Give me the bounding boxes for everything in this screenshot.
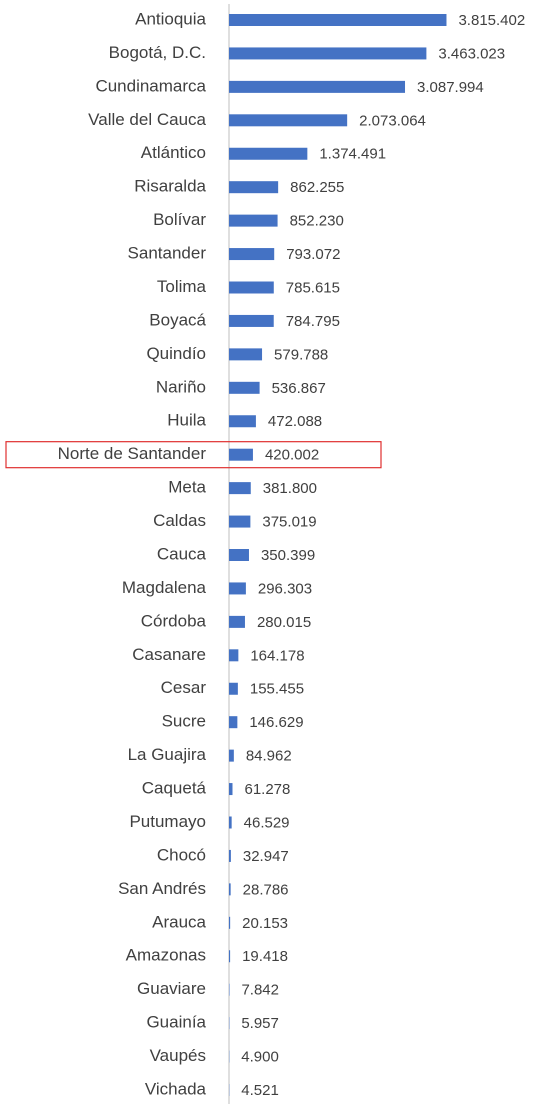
category-label: San Andrés [118,879,206,898]
bar [229,314,274,327]
category-label: Córdoba [141,611,207,630]
category-label: Casanare [132,645,206,664]
value-label: 5.957 [241,1015,279,1032]
value-label: 3.087.994 [417,79,484,96]
bar [229,281,274,294]
category-label: Meta [168,478,206,497]
category-label: Magdalena [122,578,207,597]
category-label: Antioquia [135,9,206,28]
value-label: 785.615 [286,279,340,296]
bar [229,649,239,662]
bar [229,448,253,461]
bar [229,47,427,60]
value-label: 2.073.064 [359,112,426,129]
value-label: 375.019 [262,514,316,531]
category-label: Guaviare [137,979,206,998]
category-label: Norte de Santander [58,444,207,463]
value-label: 4.900 [241,1049,279,1066]
value-label: 146.629 [249,714,303,731]
category-label: Caldas [153,511,206,530]
value-label: 32.947 [243,848,289,865]
category-label: Valle del Cauca [88,110,206,129]
bar [229,749,234,762]
category-label: Huila [167,411,206,430]
value-label: 784.795 [286,313,340,330]
bar [229,114,348,127]
category-label: Bolívar [153,210,206,229]
bar [229,80,406,93]
bar [229,147,308,160]
value-label: 4.521 [241,1082,279,1099]
bar [229,816,232,829]
category-label: Tolima [157,277,207,296]
bar [229,615,245,628]
bar [229,14,447,26]
bar [229,381,260,394]
bar [229,482,251,495]
value-label: 536.867 [272,380,326,397]
bar [229,916,231,929]
value-label: 280.015 [257,614,311,631]
bar [229,248,275,261]
bar [229,849,231,862]
value-label: 7.842 [241,982,279,999]
value-label: 3.463.023 [438,45,505,62]
category-label: Cundinamarca [95,76,206,95]
bar [229,415,256,428]
category-label: Guainía [146,1013,206,1032]
bar [229,883,231,896]
category-label: La Guajira [128,745,207,764]
value-label: 19.418 [242,948,288,965]
category-label: Sucre [162,712,206,731]
value-label: 862.255 [290,179,344,196]
bar [229,783,233,796]
category-label: Vaupés [150,1046,206,1065]
value-label: 20.153 [242,915,288,932]
bar [229,549,249,561]
bar [229,515,251,528]
category-label: Boyacá [149,310,206,329]
bar [229,348,263,361]
category-label: Putumayo [129,812,206,831]
value-label: 420.002 [265,447,319,464]
category-label: Arauca [152,912,206,931]
value-label: 46.529 [244,814,290,831]
value-label: 164.178 [250,647,304,664]
value-label: 793.072 [286,246,340,263]
bar [229,716,238,729]
bar [229,950,231,963]
category-label: Vichada [145,1079,207,1098]
category-label: Quindío [146,344,206,363]
value-label: 381.800 [263,480,317,497]
value-label: 1.374.491 [319,146,386,163]
category-label: Nariño [156,377,206,396]
category-label: Cesar [161,678,207,697]
value-label: 296.303 [258,580,312,597]
value-label: 28.786 [243,881,289,898]
category-label: Risaralda [134,177,206,196]
category-label: Atlántico [141,143,206,162]
category-label: Santander [128,244,207,263]
category-label: Caquetá [142,779,207,798]
value-label: 155.455 [250,681,304,698]
bar [229,214,278,227]
category-label: Bogotá, D.C. [109,43,206,62]
bar [229,181,279,194]
value-label: 84.962 [246,748,292,765]
category-label: Chocó [157,845,206,864]
category-label: Cauca [157,544,207,563]
value-label: 852.230 [290,213,344,230]
category-label: Amazonas [126,946,206,965]
bar [229,582,246,595]
highlight-box [5,441,382,469]
value-label: 350.399 [261,547,315,564]
value-label: 472.088 [268,413,322,430]
value-label: 3.815.402 [458,12,525,29]
value-label: 579.788 [274,346,328,363]
bar [229,682,238,695]
value-label: 61.278 [244,781,290,798]
